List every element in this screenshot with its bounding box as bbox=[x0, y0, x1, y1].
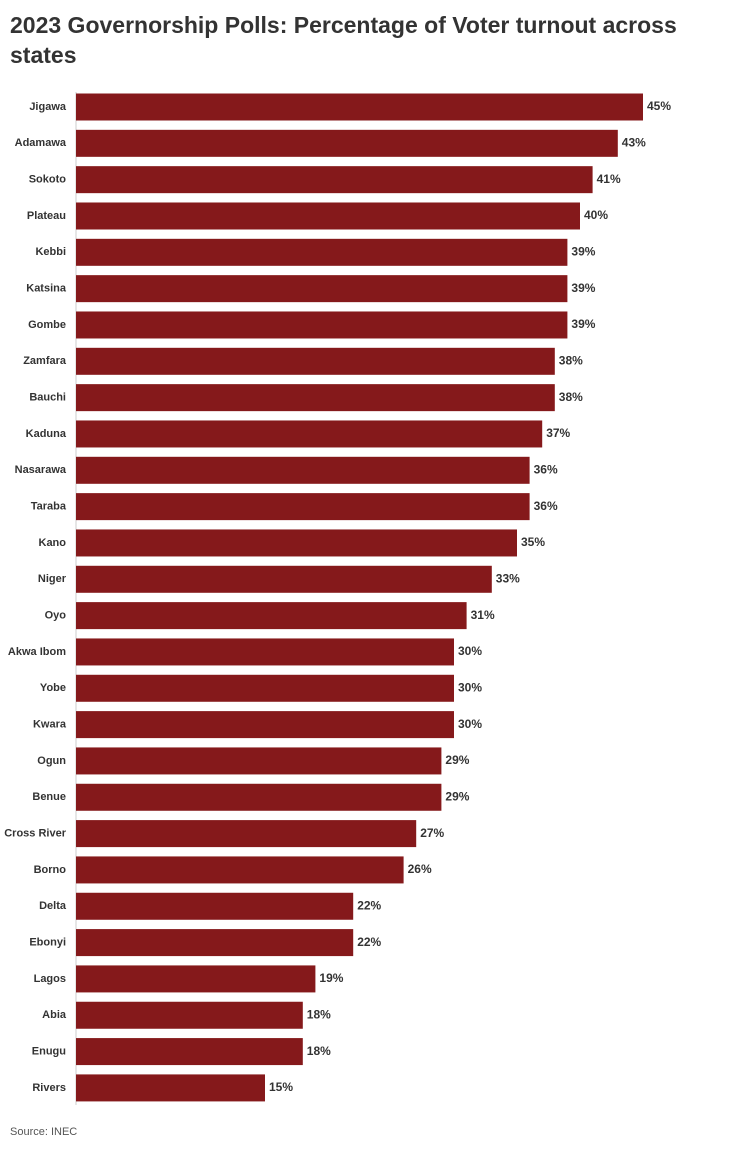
value-label: 22% bbox=[357, 935, 381, 949]
category-label: Lagos bbox=[34, 973, 66, 985]
bar bbox=[76, 929, 354, 957]
bar bbox=[76, 456, 530, 484]
category-label: Ogun bbox=[37, 755, 66, 767]
value-label: 40% bbox=[584, 208, 608, 222]
bar bbox=[76, 275, 568, 303]
category-label: Nasarawa bbox=[15, 464, 67, 476]
bar bbox=[76, 747, 442, 775]
value-label: 22% bbox=[357, 898, 381, 912]
bar bbox=[76, 965, 316, 993]
category-label: Oyo bbox=[45, 610, 67, 622]
category-label: Zamfara bbox=[23, 355, 67, 367]
bar bbox=[76, 856, 404, 884]
value-label: 19% bbox=[319, 971, 343, 985]
value-label: 30% bbox=[458, 680, 482, 694]
chart: Jigawa 45% Adamawa 43% Sokoto 41% Plateau 40% Ke… bbox=[4, 92, 671, 1105]
value-label: 38% bbox=[559, 390, 583, 404]
category-label: Taraba bbox=[31, 501, 67, 513]
bar bbox=[76, 493, 530, 521]
value-label: 36% bbox=[534, 499, 558, 513]
value-label: 18% bbox=[307, 1007, 331, 1021]
bar bbox=[76, 347, 555, 375]
value-label: 15% bbox=[269, 1080, 293, 1094]
value-label: 31% bbox=[471, 608, 495, 622]
category-label: Yobe bbox=[40, 682, 66, 694]
category-label: Adamawa bbox=[15, 137, 67, 149]
bar bbox=[76, 311, 568, 339]
value-label: 29% bbox=[445, 789, 469, 803]
value-label: 43% bbox=[622, 136, 646, 150]
bar bbox=[76, 202, 580, 230]
category-label: Enugu bbox=[32, 1045, 66, 1057]
value-label: 30% bbox=[458, 717, 482, 731]
bar bbox=[76, 529, 517, 557]
bar bbox=[76, 565, 492, 593]
bar bbox=[76, 892, 354, 920]
bar bbox=[76, 93, 643, 121]
category-label: Jigawa bbox=[29, 101, 67, 113]
bar bbox=[76, 1038, 303, 1066]
category-label: Rivers bbox=[32, 1082, 66, 1094]
value-label: 41% bbox=[597, 172, 621, 186]
category-label: Benue bbox=[32, 791, 66, 803]
bar bbox=[76, 783, 442, 811]
bar bbox=[76, 820, 417, 848]
value-label: 29% bbox=[445, 753, 469, 767]
bar bbox=[76, 129, 618, 157]
bar bbox=[76, 638, 454, 666]
category-label: Cross River bbox=[4, 828, 66, 840]
category-label: Akwa Ibom bbox=[8, 646, 66, 658]
bar bbox=[76, 1001, 303, 1029]
value-label: 38% bbox=[559, 353, 583, 367]
value-label: 39% bbox=[571, 244, 595, 258]
bar bbox=[76, 602, 467, 630]
value-label: 18% bbox=[307, 1044, 331, 1058]
value-label: 39% bbox=[571, 281, 595, 295]
value-label: 35% bbox=[521, 535, 545, 549]
value-label: 39% bbox=[571, 317, 595, 331]
value-label: 36% bbox=[534, 462, 558, 476]
category-label: Sokoto bbox=[29, 174, 67, 186]
bar bbox=[76, 1074, 265, 1102]
category-label: Kano bbox=[39, 537, 67, 549]
bar bbox=[76, 384, 555, 412]
bar bbox=[76, 238, 568, 266]
source: Source: INEC bbox=[10, 1126, 78, 1138]
category-label: Abia bbox=[42, 1009, 67, 1021]
value-label: 45% bbox=[647, 99, 671, 113]
value-label: 26% bbox=[408, 862, 432, 876]
category-label: Delta bbox=[39, 900, 67, 912]
value-label: 33% bbox=[496, 571, 520, 585]
category-label: Borno bbox=[34, 864, 67, 876]
value-label: 27% bbox=[420, 826, 444, 840]
chart-title: 2023 Governorship Polls: Percentage of V… bbox=[10, 12, 677, 68]
bar bbox=[76, 674, 454, 702]
category-label: Ebonyi bbox=[29, 936, 66, 948]
category-label: Kwara bbox=[33, 719, 67, 731]
category-label: Niger bbox=[38, 573, 67, 585]
category-label: Plateau bbox=[27, 210, 66, 222]
bar bbox=[76, 166, 593, 194]
category-label: Katsina bbox=[26, 283, 67, 295]
category-label: Gombe bbox=[28, 319, 66, 331]
category-label: Kebbi bbox=[35, 246, 66, 258]
bar bbox=[76, 420, 543, 448]
bar bbox=[76, 711, 454, 739]
category-label: Bauchi bbox=[29, 392, 66, 404]
value-label: 37% bbox=[546, 426, 570, 440]
value-label: 30% bbox=[458, 644, 482, 658]
category-label: Kaduna bbox=[26, 428, 67, 440]
